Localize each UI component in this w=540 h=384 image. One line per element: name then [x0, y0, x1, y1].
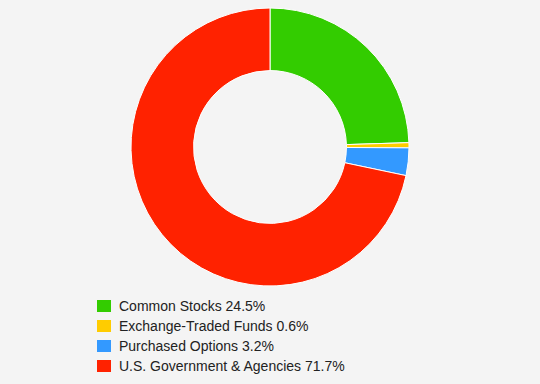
- legend: Common Stocks 24.5% Exchange-Traded Funds…: [97, 298, 345, 374]
- legend-label: Purchased Options 3.2%: [119, 338, 274, 354]
- legend-label: Common Stocks 24.5%: [119, 298, 265, 314]
- legend-swatch: [97, 360, 111, 372]
- legend-swatch: [97, 320, 111, 332]
- legend-label: U.S. Government & Agencies 71.7%: [119, 358, 345, 374]
- donut-slice: [131, 8, 406, 286]
- legend-swatch: [97, 340, 111, 352]
- donut: [131, 8, 409, 286]
- chart-svg: Common Stocks 24.5% Exchange-Traded Funds…: [0, 0, 540, 384]
- legend-label: Exchange-Traded Funds 0.6%: [119, 318, 308, 334]
- chart-container: Common Stocks 24.5% Exchange-Traded Funds…: [0, 0, 540, 384]
- donut-slice: [270, 8, 409, 145]
- legend-swatch: [97, 300, 111, 312]
